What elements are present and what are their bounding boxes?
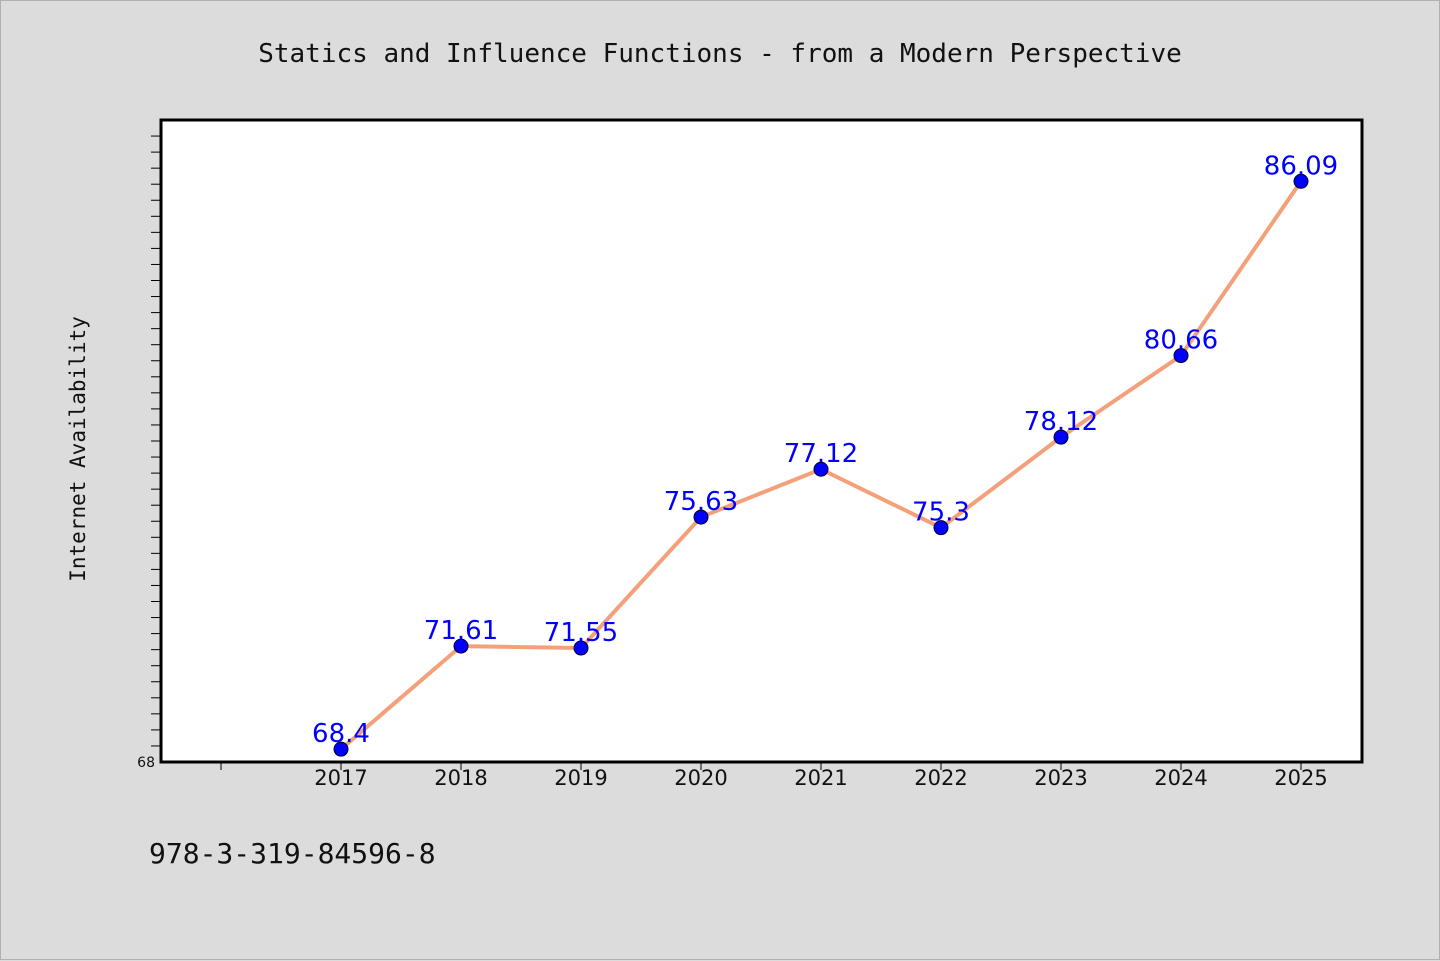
x-tick-label: 2021 — [794, 766, 847, 790]
data-point-marker — [1293, 173, 1309, 189]
data-label: 86.09 — [1264, 151, 1338, 181]
x-tick-label: 2025 — [1274, 766, 1327, 790]
data-label: 77.12 — [784, 439, 858, 469]
chart-title: Statics and Influence Functions - from a… — [258, 39, 1182, 69]
x-tick-label: 2023 — [1034, 766, 1087, 790]
data-label: 71.61 — [424, 616, 498, 646]
y-axis-label: Internet Availability — [66, 316, 90, 582]
markers-layer — [333, 173, 1309, 757]
data-label: 75.3 — [912, 498, 970, 528]
data-point-marker — [1173, 348, 1189, 364]
data-label: 78.12 — [1024, 407, 1098, 437]
x-tick-label: 2017 — [314, 766, 367, 790]
x-tick-label: 2018 — [434, 766, 487, 790]
data-point-marker — [1053, 429, 1069, 445]
x-tick-label: 2022 — [914, 766, 967, 790]
plot-area — [159, 118, 1364, 764]
footer-isbn: 978-3-319-84596-8 — [149, 837, 436, 870]
data-point-marker — [933, 520, 949, 536]
data-point-marker — [813, 461, 829, 477]
x-tick-label: 2024 — [1154, 766, 1207, 790]
data-point-marker — [333, 741, 349, 757]
data-point-marker — [453, 638, 469, 654]
data-label: 68.4 — [312, 719, 370, 749]
y-axis-ticks: 68 — [137, 135, 161, 771]
x-axis-ticks: 2017 2018 2019 2020 2021 2022 2023 2024 2025 — [220, 762, 1328, 790]
data-point-marker — [693, 509, 709, 525]
x-tick-label: 2020 — [674, 766, 727, 790]
data-point-marker — [573, 640, 589, 656]
data-labels-layer: 68.4 71.61 71.55 75.63 77.12 75.3 78.12 80.66 86… — [312, 151, 1338, 749]
data-label: 75.63 — [664, 487, 738, 517]
y-tick-label: 68 — [137, 755, 155, 771]
data-label: 71.55 — [544, 618, 618, 648]
data-label: 80.66 — [1144, 326, 1218, 356]
x-tick-label: 2019 — [554, 766, 607, 790]
